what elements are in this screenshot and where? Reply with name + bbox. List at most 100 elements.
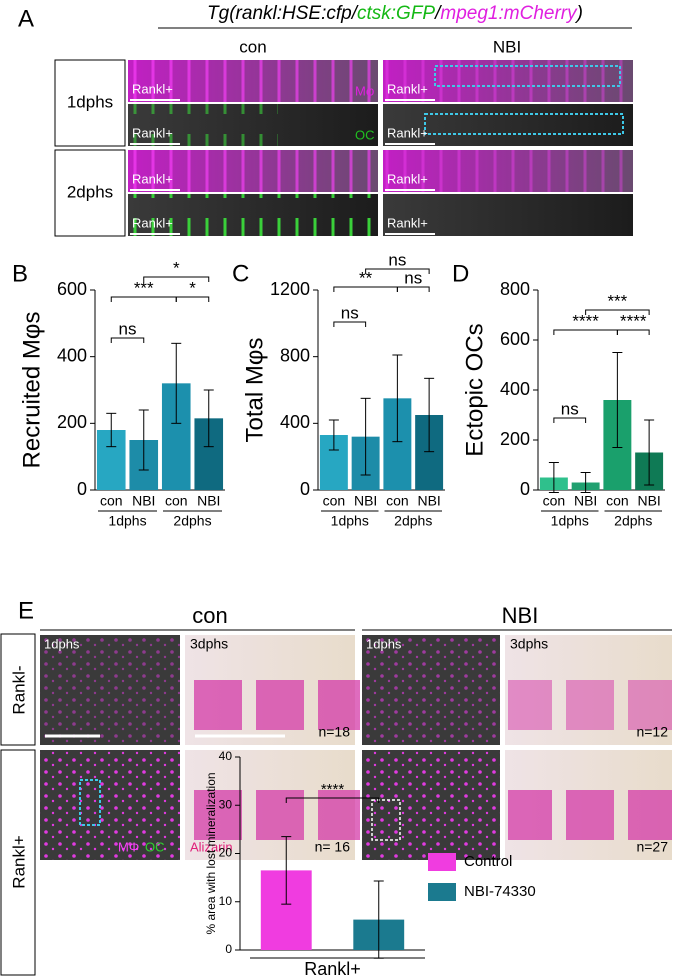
y-tick-label: 0 [225, 942, 232, 956]
significance-bracket [110, 296, 177, 302]
title-part: / [433, 3, 442, 24]
timepoint-label: 1dphs [366, 636, 402, 651]
y-tick-label: 200 [57, 412, 87, 432]
y-tick-label: 600 [57, 279, 87, 299]
y-tick-label: 600 [500, 329, 530, 349]
significance-label: **** [321, 781, 345, 798]
count-label: n=18 [318, 724, 350, 740]
image-label: Rankl+ [132, 125, 173, 140]
timepoint-label: 3dphs [510, 636, 548, 652]
panel-letter: E [18, 597, 34, 624]
row-box [0, 633, 36, 746]
image-label: Rankl+ [387, 81, 428, 96]
significance-bracket [333, 321, 367, 327]
x-tick-label: con [606, 493, 629, 509]
significance-label: ns [561, 399, 579, 418]
significance-label: ns [119, 319, 137, 338]
stain-label: MΦ [118, 839, 139, 854]
count-label: n=12 [636, 724, 668, 740]
row-label: 2dphs [67, 182, 113, 201]
significance-label: * [189, 278, 196, 297]
row-label: 1dphs [67, 92, 113, 111]
panel-letter: B [12, 260, 28, 287]
group-label: 1dphs [551, 513, 589, 529]
title-part: Tg(rankl:HSE:cfp/ [207, 3, 359, 24]
y-tick-label: 800 [280, 345, 310, 365]
micrographs-e [40, 635, 672, 860]
x-tick-label: NBI [417, 493, 440, 509]
group-label: 2dphs [394, 513, 432, 529]
significance-label: **** [572, 311, 599, 330]
significance-bracket [616, 329, 650, 335]
group-label: 2dphs [173, 513, 211, 529]
significance-label: ns [388, 250, 406, 269]
panel-letter: C [232, 260, 249, 287]
row-box [54, 149, 126, 237]
timepoint-label: 1dphs [44, 636, 80, 651]
micrographs-a [128, 60, 633, 236]
significance-label: * [173, 258, 180, 277]
column-label: NBI [493, 37, 521, 56]
image-label: Rankl+ [132, 215, 173, 230]
y-axis-label: % area with lost mineralization [204, 772, 218, 934]
y-axis-label: Ectopic OCs [461, 323, 488, 456]
x-tick-label: con [543, 493, 566, 509]
y-tick-label: 10 [219, 894, 233, 908]
column-label: con [239, 37, 266, 56]
title-part: ) [575, 3, 583, 24]
significance-bracket [585, 309, 650, 315]
significance-bracket [110, 337, 145, 343]
significance-bracket [365, 268, 430, 274]
row-box [0, 749, 36, 976]
y-tick-label: 0 [77, 479, 87, 499]
count-label: n= 16 [315, 839, 351, 855]
column-label: con [192, 603, 227, 628]
group-label: 1dphs [331, 513, 369, 529]
y-tick-label: 400 [280, 412, 310, 432]
y-tick-label: 800 [500, 279, 530, 299]
timepoint-label: 3dphs [190, 636, 228, 652]
channel-label: Mφ [355, 83, 374, 98]
title-part: mpeg1:mCherry [440, 3, 578, 24]
significance-label: ** [359, 268, 373, 287]
legend-label: Control [464, 853, 512, 870]
image-label: Rankl+ [387, 125, 428, 140]
significance-bracket [333, 286, 398, 292]
panel-letter: D [452, 260, 469, 287]
y-tick-label: 400 [500, 379, 530, 399]
image-label: Rankl+ [387, 171, 428, 186]
row-box [54, 59, 126, 147]
column-label: NBI [502, 603, 539, 628]
x-tick-label: NBI [574, 493, 597, 509]
x-tick-label: con [100, 493, 123, 509]
significance-label: *** [607, 291, 627, 310]
significance-label: ns [404, 268, 422, 287]
x-tick-label: NBI [637, 493, 660, 509]
channel-label: OC [355, 127, 375, 142]
significance-label: ns [341, 303, 359, 322]
title-part: ctsk:GFP [357, 3, 435, 24]
significance-bracket [396, 286, 430, 292]
stain-label: Alizarin [190, 839, 233, 854]
x-tick-label: NBI [354, 493, 377, 509]
y-tick-label: 400 [57, 345, 87, 365]
significance-label: **** [620, 311, 647, 330]
x-axis-label: Rankl+ [304, 959, 361, 979]
significance-bracket [143, 276, 210, 282]
row-label: Rankl+ [9, 835, 28, 888]
stain-label: OC [145, 839, 165, 854]
row-label: Rankl- [9, 665, 28, 714]
x-tick-label: NBI [132, 493, 155, 509]
legend-swatch [428, 883, 456, 901]
image-label: Rankl+ [387, 215, 428, 230]
significance-bracket [553, 417, 587, 423]
significance-bracket [285, 797, 380, 803]
y-tick-label: 40 [219, 749, 233, 763]
x-tick-label: con [323, 493, 346, 509]
legend-swatch [428, 853, 456, 871]
image-label: Rankl+ [132, 171, 173, 186]
y-axis-label: Total Mφs [241, 338, 268, 443]
y-tick-label: 200 [500, 429, 530, 449]
significance-label: *** [134, 278, 154, 297]
